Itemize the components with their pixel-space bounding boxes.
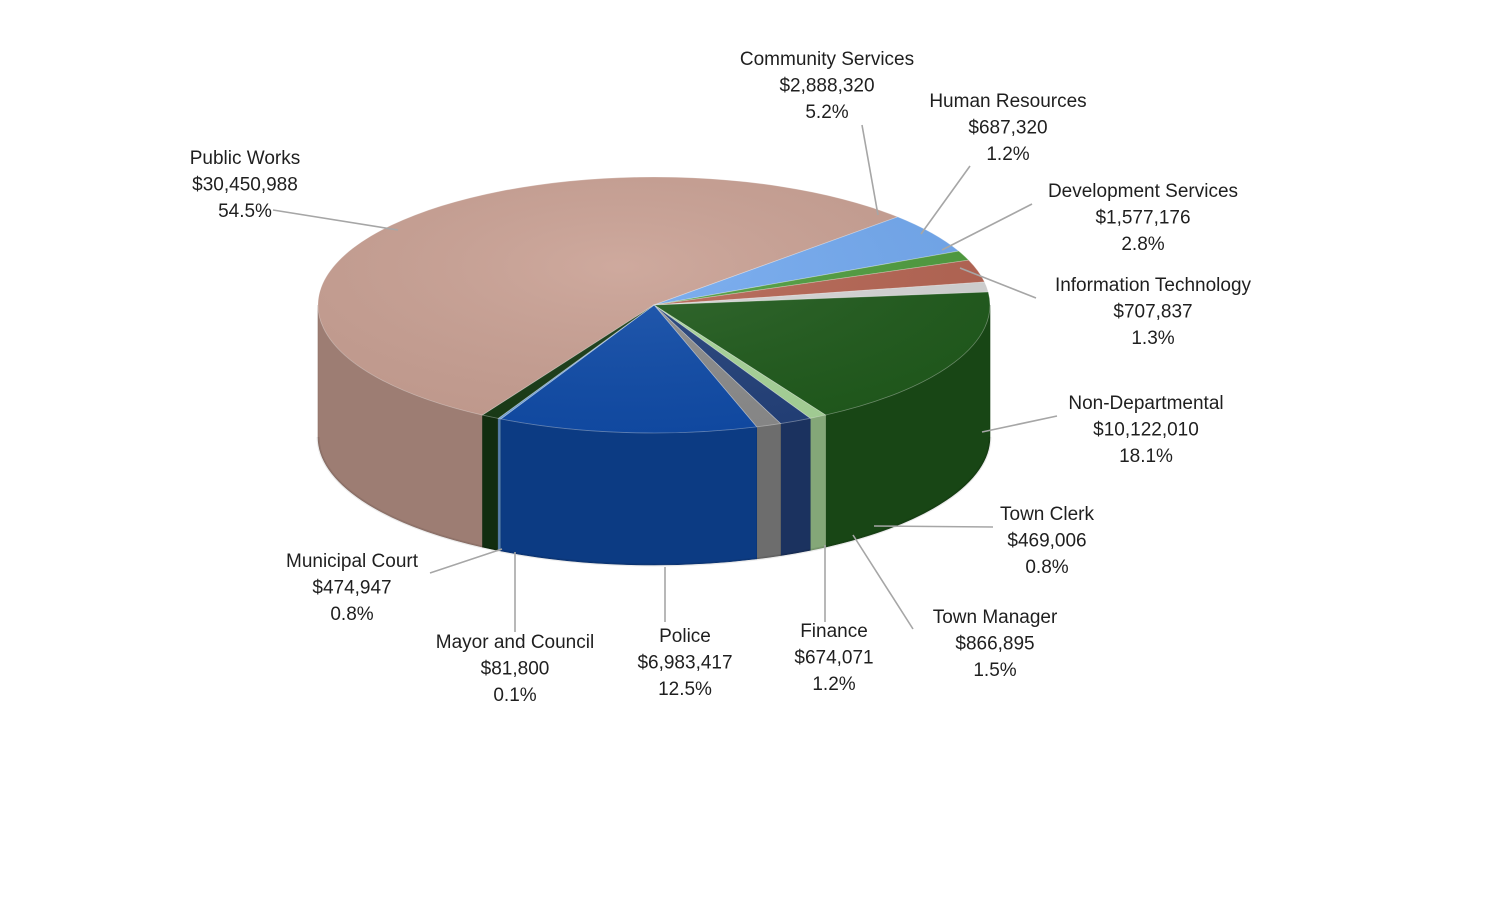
data-label-name-mayor-and-council: Mayor and Council	[436, 632, 594, 653]
data-label-value-mayor-and-council: $81,800	[481, 659, 550, 680]
pie-side-municipal-court	[482, 414, 499, 551]
leader-line-town-clerk	[873, 525, 994, 528]
data-label-percent-non-departmental: 18.1%	[1119, 446, 1173, 467]
data-label-name-public-works: Public Works	[190, 148, 301, 169]
data-labels: Public Works $30,450,988 54.5% Community Se…	[190, 49, 1252, 706]
data-label-value-non-departmental: $10,122,010	[1093, 420, 1199, 441]
data-label-name-information-technology: Information Technology	[1055, 275, 1252, 296]
pie-bottom-rim	[316, 436, 992, 567]
data-label-name-town-clerk: Town Clerk	[1000, 504, 1094, 525]
leader-line-town-manager	[852, 534, 914, 630]
data-label-value-town-clerk: $469,006	[1007, 531, 1086, 552]
data-label-value-development-services: $1,577,176	[1095, 208, 1190, 229]
data-label-percent-mayor-and-council: 0.1%	[493, 685, 536, 706]
pie-side-police	[500, 418, 758, 566]
data-label-development-services: Development Services $1,577,176 2.8%	[1048, 181, 1238, 255]
data-label-name-non-departmental: Non-Departmental	[1068, 393, 1223, 414]
data-label-percent-town-manager: 1.5%	[973, 660, 1016, 681]
leader-line-public-works	[272, 209, 399, 231]
data-label-percent-information-technology: 1.3%	[1131, 328, 1174, 349]
data-label-value-police: $6,983,417	[637, 653, 732, 674]
data-label-value-finance: $674,071	[794, 648, 873, 669]
data-label-information-technology: Information Technology $707,837 1.3%	[1055, 275, 1252, 349]
data-label-town-clerk: Town Clerk $469,006 0.8%	[1000, 504, 1094, 578]
leader-line-information-technology	[959, 267, 1037, 299]
data-label-name-community-services: Community Services	[740, 49, 914, 70]
data-label-name-municipal-court: Municipal Court	[286, 551, 419, 572]
data-label-percent-community-services: 5.2%	[805, 102, 848, 123]
data-label-name-finance: Finance	[800, 621, 868, 642]
data-label-police: Police $6,983,417 12.5%	[637, 626, 732, 700]
data-label-public-works: Public Works $30,450,988 54.5%	[190, 148, 301, 222]
data-label-name-police: Police	[659, 626, 711, 647]
pie-side-town-manager	[780, 417, 811, 556]
data-label-value-community-services: $2,888,320	[779, 76, 874, 97]
pie-top-faces	[317, 176, 991, 434]
leader-lines	[272, 124, 1058, 632]
data-label-percent-finance: 1.2%	[812, 674, 855, 695]
pie-side-walls	[316, 304, 992, 567]
leader-line-human-resources	[920, 165, 971, 235]
data-label-value-municipal-court: $474,947	[312, 578, 391, 599]
data-label-town-manager: Town Manager $866,895 1.5%	[933, 607, 1058, 681]
data-label-municipal-court: Municipal Court $474,947 0.8%	[286, 551, 419, 625]
data-label-human-resources: Human Resources $687,320 1.2%	[929, 91, 1086, 165]
data-label-percent-police: 12.5%	[658, 679, 712, 700]
data-label-mayor-and-council: Mayor and Council $81,800 0.1%	[436, 632, 594, 706]
data-label-percent-municipal-court: 0.8%	[330, 604, 373, 625]
pie-side-finance	[756, 423, 781, 560]
pie-side-mayor-and-council	[497, 418, 502, 552]
leader-line-municipal-court	[429, 548, 503, 574]
data-label-percent-development-services: 2.8%	[1121, 234, 1164, 255]
data-label-name-human-resources: Human Resources	[929, 91, 1086, 112]
data-label-non-departmental: Non-Departmental $10,122,010 18.1%	[1068, 393, 1223, 467]
pie-top-sheen	[318, 177, 990, 433]
leader-line-development-services	[941, 203, 1033, 251]
leader-line-community-services	[861, 124, 879, 216]
data-label-name-town-manager: Town Manager	[933, 607, 1058, 628]
data-label-value-human-resources: $687,320	[968, 118, 1047, 139]
data-label-percent-town-clerk: 0.8%	[1025, 557, 1068, 578]
data-label-community-services: Community Services $2,888,320 5.2%	[740, 49, 914, 123]
data-label-value-information-technology: $707,837	[1113, 302, 1192, 323]
pie-side-town-clerk	[809, 414, 826, 551]
data-label-percent-public-works: 54.5%	[218, 201, 272, 222]
data-label-value-town-manager: $866,895	[955, 634, 1034, 655]
leader-line-non-departmental	[981, 415, 1058, 433]
data-label-percent-human-resources: 1.2%	[986, 144, 1029, 165]
data-label-finance: Finance $674,071 1.2%	[794, 621, 873, 695]
data-label-name-development-services: Development Services	[1048, 181, 1238, 202]
data-label-value-public-works: $30,450,988	[192, 175, 298, 196]
